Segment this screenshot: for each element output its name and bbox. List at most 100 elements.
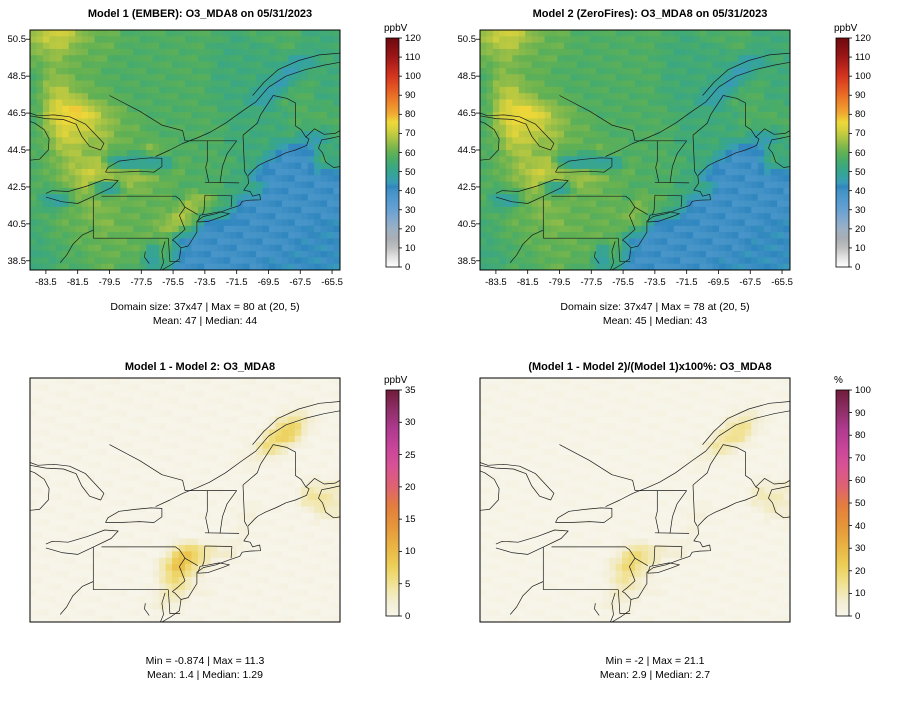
x-axis-tick-label: -83.5 — [485, 277, 507, 288]
colorbar-tick-label: 15 — [405, 514, 416, 526]
stats-line2: Mean: 45 | Median: 43 — [602, 314, 708, 327]
colorbar-tick-label: 20 — [855, 565, 866, 577]
colorbar-units-label: % — [834, 375, 843, 386]
y-axis-tick-label: 48.5 — [457, 71, 477, 83]
colorbar-tick-label: 60 — [855, 147, 866, 159]
colorbar-tick-label: 50 — [855, 498, 866, 509]
colorbar-tick-label: 0 — [405, 611, 411, 622]
colorbar-tick-label: 40 — [855, 185, 866, 197]
x-axis-tick-label: -73.5 — [644, 277, 666, 288]
colorbar-tick-label: 30 — [405, 417, 416, 429]
colorbar-tick-label: 30 — [855, 543, 866, 555]
colorbar-tick-label: 120 — [855, 33, 871, 44]
y-axis-tick-label: 50.5 — [7, 34, 27, 46]
colorbar-tick-label: 110 — [855, 52, 871, 64]
colorbar-tick-label: 70 — [405, 128, 416, 140]
colorbar-tick-label: 35 — [405, 385, 416, 396]
stats-line1: Domain size: 37x47 | Max = 78 at (20, 5) — [560, 301, 750, 313]
x-axis-tick-label: -77.5 — [580, 277, 603, 288]
x-axis-tick-label: -71.5 — [225, 277, 248, 288]
colorbar-tick-label: 10 — [405, 546, 416, 558]
x-axis-tick-label: -69.5 — [707, 277, 730, 288]
x-axis-tick-label: -79.5 — [548, 277, 571, 288]
panel-difference-map: Model 1 - Model 2: O3_MDA8 ppbV Min = -0… — [0, 353, 450, 706]
colorbar-tick-label: 80 — [405, 109, 416, 121]
stats-line2: Mean: 1.4 | Median: 1.29 — [147, 668, 263, 681]
x-axis-tick-label: -79.5 — [98, 277, 121, 288]
panel-title: Model 2 (ZeroFires): O3_MDA8 on 05/31/20… — [532, 8, 768, 20]
colorbar-tick-label: 5 — [405, 578, 411, 590]
x-axis-tick-label: -67.5 — [289, 277, 312, 288]
colorbar-tick-label: 0 — [405, 262, 411, 273]
stats-text: Min = -2 | Max = 21.1 Mean: 2.9 | Median… — [480, 655, 830, 682]
colorbar-tick-label: 10 — [855, 242, 866, 254]
colorbar-tick-label: 80 — [855, 109, 866, 121]
x-axis-tick-label: -81.5 — [516, 277, 539, 288]
y-axis-tick-label: 44.5 — [7, 145, 27, 156]
colorbar-tick-label: 90 — [855, 407, 866, 419]
panel-percent-difference-map: (Model 1 - Model 2)/(Model 1)x100%: O3_M… — [450, 353, 900, 706]
colorbar-tick-label: 90 — [405, 90, 416, 102]
panel-model2-map: Model 2 (ZeroFires): O3_MDA8 on 05/31/20… — [450, 0, 900, 353]
stats-text: Min = -0.874 | Max = 11.3 Mean: 1.4 | Me… — [30, 655, 380, 682]
colorbar-gradient — [835, 37, 850, 268]
stats-line2: Mean: 47 | Median: 44 — [152, 314, 258, 327]
colorbar-tick-label: 25 — [405, 449, 416, 461]
colorbar-tick-label: 10 — [855, 588, 866, 600]
colorbar-tick-label: 80 — [855, 430, 866, 442]
stats-text: Domain size: 37x47 | Max = 80 at (20, 5)… — [30, 301, 380, 328]
stats-line1: Min = -2 | Max = 21.1 — [605, 655, 705, 667]
heatmap-raster — [480, 30, 790, 270]
stats-line1: Min = -0.874 | Max = 11.3 — [145, 655, 265, 667]
colorbar-tick-label: 100 — [855, 71, 871, 83]
colorbar-tick-label: 40 — [405, 185, 416, 197]
colorbar-tick-label: 0 — [855, 262, 861, 273]
colorbar-tick-label: 120 — [405, 33, 421, 44]
x-axis-tick-label: -83.5 — [35, 277, 57, 288]
x-axis-tick-label: -65.5 — [321, 277, 343, 288]
x-axis-tick-label: -65.5 — [771, 277, 793, 288]
colorbar-tick-label: 60 — [405, 147, 416, 159]
x-axis-tick-label: -75.5 — [612, 277, 634, 288]
y-axis-tick-label: 38.5 — [7, 255, 27, 267]
colorbar-tick-label: 30 — [855, 204, 866, 216]
stats-line1: Domain size: 37x47 | Max = 80 at (20, 5) — [110, 301, 300, 313]
panel-title: Model 1 (EMBER): O3_MDA8 on 05/31/2023 — [87, 8, 313, 20]
y-axis-tick-label: 42.5 — [457, 181, 477, 193]
y-axis-tick-label: 38.5 — [457, 255, 477, 267]
panel-title: Model 1 - Model 2: O3_MDA8 — [124, 361, 276, 373]
heatmap-raster — [30, 30, 340, 270]
colorbar-tick-label: 50 — [855, 166, 866, 178]
colorbar-tick-label: 0 — [855, 611, 861, 622]
panel-model1-map: Model 1 (EMBER): O3_MDA8 on 05/31/2023 p… — [0, 0, 450, 353]
colorbar-tick-label: 70 — [855, 452, 866, 464]
colorbar-tick-label: 40 — [855, 520, 866, 532]
heatmap-raster — [480, 378, 790, 622]
colorbar-units-label: ppbV — [834, 23, 858, 34]
y-axis-tick-label: 46.5 — [7, 108, 27, 120]
y-axis-tick-label: 40.5 — [7, 218, 27, 230]
colorbar-tick-label: 70 — [855, 128, 866, 140]
x-axis-tick-label: -71.5 — [675, 277, 698, 288]
colorbar-gradient — [385, 389, 400, 617]
colorbar-tick-label: 100 — [405, 71, 421, 83]
colorbar-gradient — [385, 37, 400, 268]
colorbar-tick-label: 20 — [405, 223, 416, 235]
y-axis-tick-label: 46.5 — [457, 108, 477, 120]
stats-line2: Mean: 2.9 | Median: 2.7 — [599, 668, 711, 681]
colorbar-tick-label: 20 — [855, 223, 866, 235]
x-axis-tick-label: -67.5 — [739, 277, 762, 288]
x-axis-tick-label: -69.5 — [257, 277, 280, 288]
y-axis-tick-label: 48.5 — [7, 71, 27, 83]
y-axis-tick-label: 40.5 — [457, 218, 477, 230]
colorbar-tick-label: 20 — [405, 481, 416, 493]
colorbar-tick-label: 110 — [405, 52, 421, 64]
heatmap-raster — [30, 378, 340, 622]
colorbar-tick-label: 10 — [405, 242, 416, 254]
y-axis-tick-label: 44.5 — [457, 145, 477, 156]
y-axis-tick-label: 42.5 — [7, 181, 27, 193]
x-axis-tick-label: -75.5 — [162, 277, 184, 288]
colorbar-tick-label: 100 — [855, 385, 871, 396]
x-axis-tick-label: -73.5 — [194, 277, 216, 288]
colorbar-units-label: ppbV — [384, 375, 408, 386]
